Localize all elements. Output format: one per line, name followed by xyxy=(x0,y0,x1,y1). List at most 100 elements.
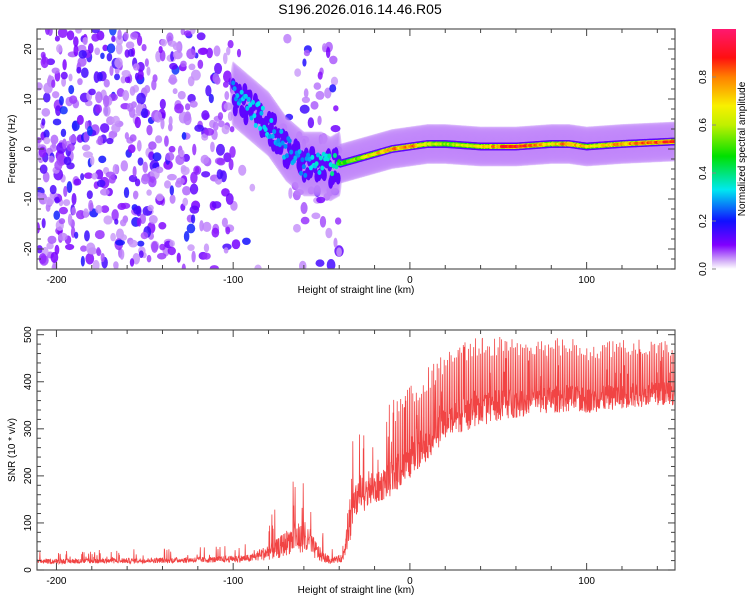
spectrogram-noise-blob xyxy=(54,196,60,204)
spectrogram-noise-blob xyxy=(147,176,157,188)
spectrogram-ridge-mid xyxy=(267,133,272,139)
spectrogram-noise-blob xyxy=(43,129,50,139)
snr-xtick-label: -100 xyxy=(223,576,243,587)
spectrogram-noise-blob xyxy=(180,166,190,176)
spectrogram-noise-blob xyxy=(102,105,111,117)
spectrogram-noise-blob xyxy=(183,113,192,126)
spectrogram-noise-blob xyxy=(73,44,79,57)
spectrogram-noise-blob xyxy=(151,79,157,91)
spectrogram-noise-blob xyxy=(46,242,54,250)
spectrogram-noise-blob xyxy=(44,196,55,206)
snr-xlabel: Height of straight line (km) xyxy=(298,585,415,596)
spectrogram-ridge-mid xyxy=(316,152,321,158)
spectrogram-noise-blob xyxy=(172,88,178,95)
spectrogram-noise-blob xyxy=(176,252,181,263)
snr-ytick-label: 100 xyxy=(23,514,34,531)
spectrogram-noise-blob xyxy=(254,264,262,269)
spectrogram-ridge-mid xyxy=(310,154,315,160)
spectrogram-noise-blob xyxy=(333,237,338,248)
spectrogram-noise-blob xyxy=(189,183,199,195)
spectrogram-noise-blob xyxy=(151,241,159,253)
spectrogram-noise-blob xyxy=(121,69,131,78)
spectrogram-noise-blob xyxy=(142,161,148,173)
spectrogram-noise-blob xyxy=(321,43,328,53)
spectrogram-noise-blob xyxy=(188,63,196,71)
spectrogram-noise-blob xyxy=(158,45,163,54)
spectrogram-noise-blob xyxy=(182,186,191,196)
spectrogram-noise-blob xyxy=(288,187,293,199)
spectrogram-ytick-label: -20 xyxy=(23,241,34,256)
spectrogram-noise-blob xyxy=(182,197,189,207)
spectrogram-noise-blob xyxy=(222,70,232,83)
spectrogram-noise-blob xyxy=(192,143,197,156)
spectrogram-noise-blob xyxy=(130,32,139,40)
spectrogram-ridge-mid xyxy=(299,170,304,176)
spectrogram-noise-blob xyxy=(315,90,325,100)
spectrogram-noise-blob xyxy=(122,89,130,101)
spectrogram-noise-blob xyxy=(62,138,67,150)
spectrogram-noise-blob xyxy=(129,86,136,96)
spectrogram-noise-blob xyxy=(159,98,166,110)
spectrogram-noise-blob xyxy=(77,78,83,86)
spectrogram-xtick-label: 0 xyxy=(407,275,413,286)
spectrogram-ridge-mid xyxy=(300,157,305,163)
spectrogram-noise-blob xyxy=(136,140,142,152)
spectrogram-noise-blob xyxy=(227,39,234,49)
snr-ytick-label: 0 xyxy=(23,567,34,573)
spectrogram-ridge-mid xyxy=(263,126,268,132)
spectrogram-noise-blob xyxy=(138,250,144,258)
spectrogram-ridge-mid xyxy=(293,155,298,161)
colorbar-tick-label: 0.0 xyxy=(698,262,709,276)
spectrogram-ytick-label: 20 xyxy=(23,43,34,55)
spectrogram-noise-blob xyxy=(88,88,96,96)
spectrogram-noise-blob xyxy=(41,118,46,126)
spectrogram-noise-blob xyxy=(123,187,130,199)
colorbar-gradient xyxy=(712,29,736,269)
spectrogram-noise-blob xyxy=(200,154,210,165)
spectrogram-noise-blob xyxy=(100,123,110,133)
colorbar-tick-label: 0.4 xyxy=(698,166,709,180)
spectrogram-xtick-label: -200 xyxy=(46,275,66,286)
colorbar-ticks: 0.0 0.2 0.4 0.6 0.8 xyxy=(698,70,716,276)
spectrogram-ridge-mid xyxy=(308,165,313,171)
spectrogram-noise-blob xyxy=(329,55,338,65)
spectrogram-noise-blob xyxy=(190,214,196,224)
spectrogram-marks xyxy=(37,29,675,269)
spectrogram-noise-blob xyxy=(298,260,307,269)
spectrogram-noise-blob xyxy=(124,132,129,140)
spectrogram-noise-blob xyxy=(169,62,178,70)
spectrogram-noise-blob xyxy=(112,164,119,175)
spectrogram-noise-blob xyxy=(132,63,140,71)
spectrogram-noise-blob xyxy=(238,164,247,176)
spectrogram-ridge-mid xyxy=(301,164,306,170)
spectrogram-noise-blob xyxy=(326,259,336,269)
spectrogram-noise-blob xyxy=(136,92,146,105)
spectrogram-noise-blob xyxy=(146,189,152,196)
spectrogram-noise-blob xyxy=(115,239,125,246)
snr-ytick-label: 200 xyxy=(23,467,34,484)
spectrogram-noise-blob xyxy=(95,104,103,114)
spectrogram-noise-blob xyxy=(39,164,48,174)
spectrogram-ridge-outer xyxy=(310,146,316,159)
spectrogram-noise-blob xyxy=(293,223,301,233)
spectrogram-ridge-mid xyxy=(252,113,257,119)
spectrogram-noise-blob xyxy=(38,253,47,264)
spectrogram-noise-blob xyxy=(183,30,192,37)
spectrogram-noise-blob xyxy=(113,263,119,269)
spectrogram-noise-blob xyxy=(65,243,75,251)
spectrogram-noise-blob xyxy=(141,43,147,52)
spectrogram-noise-blob xyxy=(43,92,51,103)
spectrogram-noise-blob xyxy=(315,259,325,267)
spectrogram-noise-blob xyxy=(57,29,68,38)
snr-series-line xyxy=(37,336,675,566)
spectrogram-noise-blob xyxy=(84,230,90,242)
spectrogram-noise-blob xyxy=(225,226,231,235)
spectrogram-noise-blob xyxy=(55,105,62,117)
spectrogram-noise-blob xyxy=(60,71,68,80)
spectrogram-noise-blob xyxy=(114,73,121,81)
spectrogram-noise-blob xyxy=(226,46,231,56)
spectrogram-noise-blob xyxy=(186,223,196,234)
spectrogram-noise-blob xyxy=(211,227,220,238)
spectrogram-noise-blob xyxy=(90,29,101,34)
